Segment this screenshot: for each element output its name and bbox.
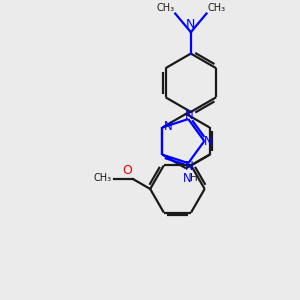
Text: CH₃: CH₃: [207, 3, 226, 13]
Text: N: N: [185, 109, 194, 122]
Text: N: N: [164, 120, 173, 133]
Text: O: O: [122, 164, 132, 177]
Text: H: H: [190, 173, 198, 183]
Text: N: N: [186, 18, 196, 31]
Text: N: N: [183, 172, 191, 185]
Text: CH₃: CH₃: [156, 3, 174, 13]
Text: N: N: [204, 135, 213, 148]
Text: CH₃: CH₃: [94, 173, 112, 183]
Text: N: N: [185, 160, 194, 173]
